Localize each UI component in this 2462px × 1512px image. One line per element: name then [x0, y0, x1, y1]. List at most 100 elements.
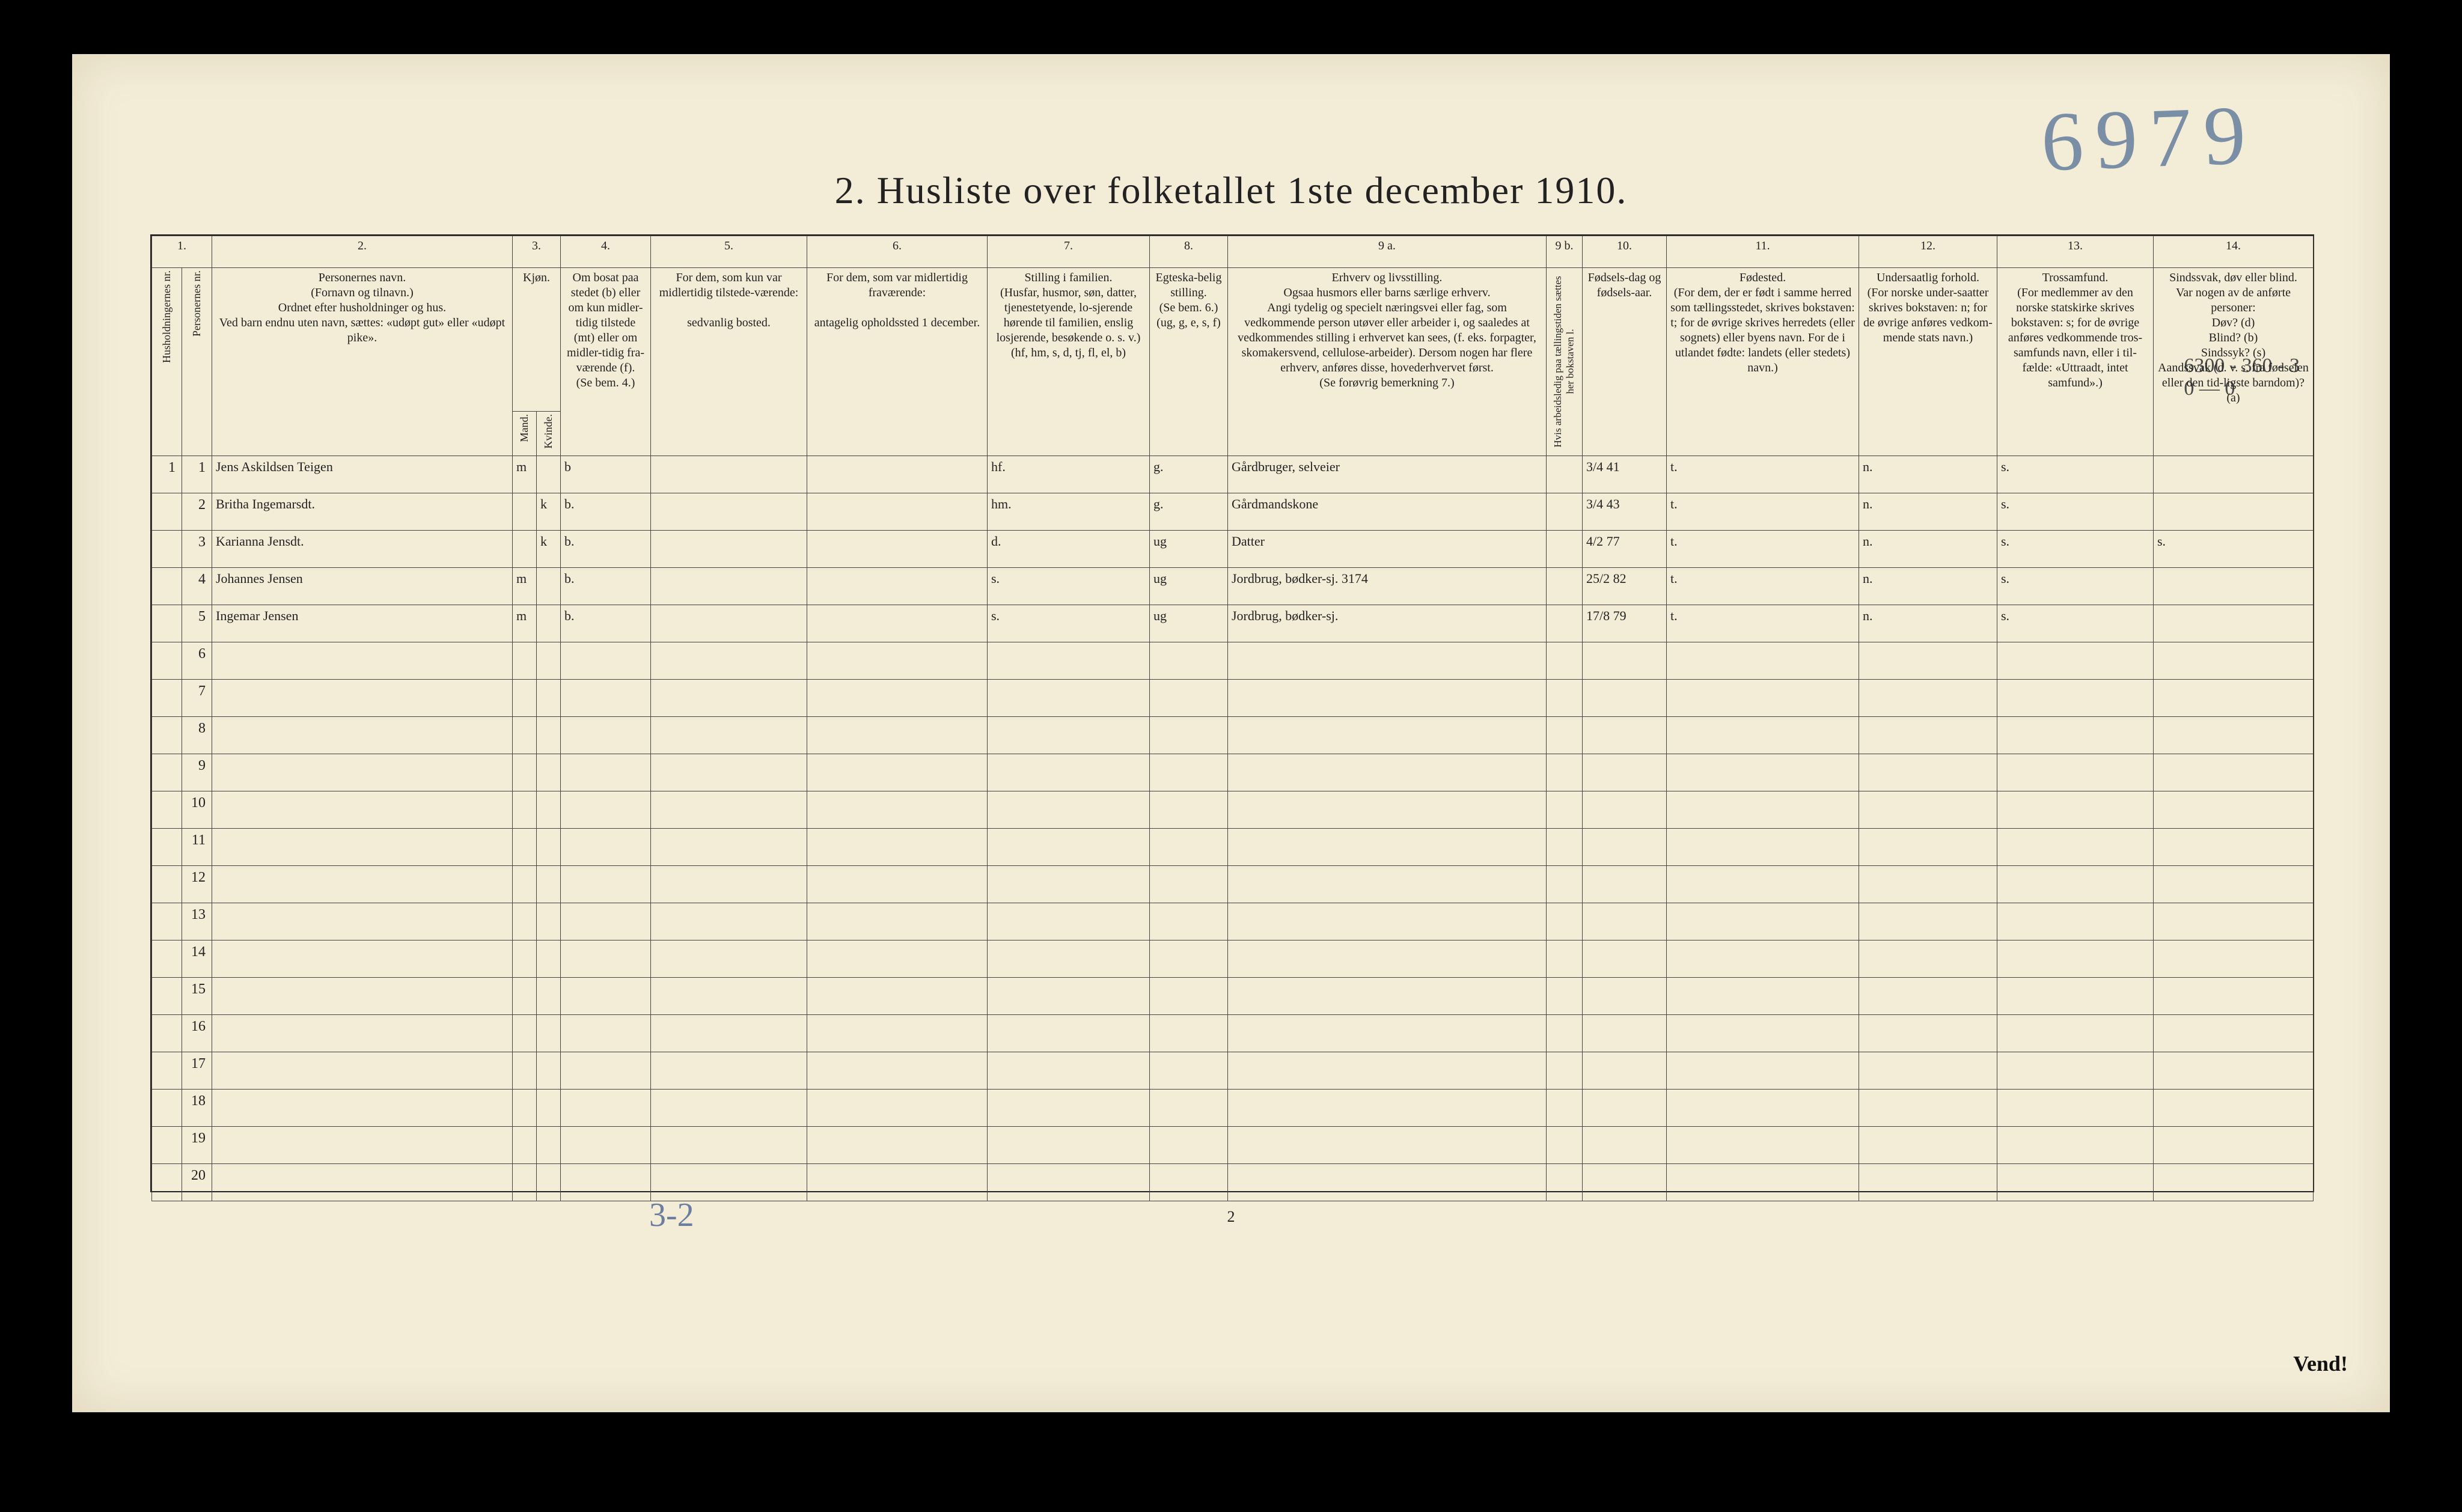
- cell-c6: [807, 828, 988, 865]
- table-row: 15: [152, 977, 2314, 1014]
- cell-c5: [651, 567, 807, 605]
- cell-k: [537, 865, 561, 903]
- cell-c12: [1859, 1163, 1997, 1201]
- col-header-pnr: Personernes nr.: [182, 268, 212, 456]
- cell-c14: [2154, 1089, 2314, 1126]
- cell-c11: t.: [1667, 456, 1859, 493]
- cell-c9a: [1228, 865, 1547, 903]
- cell-c10: 4/2 77: [1583, 530, 1667, 567]
- cell-c10: [1583, 754, 1667, 791]
- table-row: 4Johannes Jensenmb.s.ugJordbrug, bødker-…: [152, 567, 2314, 605]
- cell-c7: hf.: [988, 456, 1150, 493]
- table-row: 14: [152, 940, 2314, 977]
- cell-c9b: [1547, 567, 1583, 605]
- cell-m: [513, 865, 537, 903]
- cell-m: [513, 1052, 537, 1089]
- cell-name: [212, 1126, 513, 1163]
- cell-c6: [807, 642, 988, 679]
- col-subheader-m-label: Mand.: [518, 414, 531, 442]
- cell-c14: [2154, 865, 2314, 903]
- colnum-3: 3.: [513, 236, 561, 268]
- cell-c13: [1997, 1089, 2154, 1126]
- cell-hnr: [152, 605, 182, 642]
- cell-hnr: [152, 903, 182, 940]
- col-header-egteskab: Egteska-belig stilling. (Se bem. 6.) (ug…: [1150, 268, 1228, 456]
- cell-c6: [807, 1052, 988, 1089]
- census-table-wrap: 1. 2. 3. 4. 5. 6. 7. 8. 9 a. 9 b. 10. 11…: [150, 234, 2314, 1192]
- cell-c7: [988, 865, 1150, 903]
- cell-pnr: 15: [182, 977, 212, 1014]
- cell-c8: g.: [1150, 456, 1228, 493]
- cell-pnr: 5: [182, 605, 212, 642]
- cell-c9a: [1228, 1014, 1547, 1052]
- cell-c6: [807, 1126, 988, 1163]
- cell-c11: [1667, 1052, 1859, 1089]
- cell-c10: 25/2 82: [1583, 567, 1667, 605]
- cell-c12: [1859, 679, 1997, 716]
- colnum-4: 4.: [561, 236, 651, 268]
- column-header-row: Husholdningernes nr. Personernes nr. Per…: [152, 268, 2314, 412]
- cell-c7: [988, 754, 1150, 791]
- cell-c5: [651, 977, 807, 1014]
- cell-c11: [1667, 865, 1859, 903]
- colnum-2: 2.: [212, 236, 513, 268]
- cell-c11: [1667, 903, 1859, 940]
- cell-c8: [1150, 679, 1228, 716]
- table-body: 11Jens Askildsen Teigenmbhf.g.Gårdbruger…: [152, 456, 2314, 1201]
- cell-c9b: [1547, 940, 1583, 977]
- cell-c12: [1859, 940, 1997, 977]
- cell-c10: [1583, 1089, 1667, 1126]
- cell-hnr: [152, 679, 182, 716]
- cell-c7: [988, 1089, 1150, 1126]
- cell-c8: [1150, 1126, 1228, 1163]
- cell-c12: n.: [1859, 493, 1997, 530]
- cell-pnr: 14: [182, 940, 212, 977]
- table-row: 11Jens Askildsen Teigenmbhf.g.Gårdbruger…: [152, 456, 2314, 493]
- census-table: 1. 2. 3. 4. 5. 6. 7. 8. 9 a. 9 b. 10. 11…: [151, 236, 2314, 1201]
- cell-c14: [2154, 828, 2314, 865]
- col-subheader-k: Kvinde.: [537, 412, 561, 456]
- cell-c9b: [1547, 1052, 1583, 1089]
- cell-name: [212, 791, 513, 828]
- cell-m: [513, 977, 537, 1014]
- cell-c6: [807, 1014, 988, 1052]
- cell-k: [537, 977, 561, 1014]
- cell-c13: [1997, 1052, 2154, 1089]
- cell-bosat: [561, 977, 651, 1014]
- cell-c7: [988, 903, 1150, 940]
- cell-name: Karianna Jensdt.: [212, 530, 513, 567]
- cell-c9b: [1547, 530, 1583, 567]
- cell-hnr: [152, 977, 182, 1014]
- table-row: 6: [152, 642, 2314, 679]
- cell-c5: [651, 456, 807, 493]
- cell-name: [212, 1014, 513, 1052]
- cell-name: [212, 716, 513, 754]
- cell-c9b: [1547, 1126, 1583, 1163]
- cell-c5: [651, 940, 807, 977]
- col-header-hnr: Husholdningernes nr.: [152, 268, 182, 456]
- cell-c5: [651, 1126, 807, 1163]
- cell-bosat: b.: [561, 493, 651, 530]
- cell-c5: [651, 716, 807, 754]
- cell-c12: [1859, 1014, 1997, 1052]
- colnum-8: 8.: [1150, 236, 1228, 268]
- cell-c14: [2154, 1052, 2314, 1089]
- table-row: 10: [152, 791, 2314, 828]
- col-subheader-m: Mand.: [513, 412, 537, 456]
- cell-m: [513, 1163, 537, 1201]
- cell-name: [212, 940, 513, 977]
- cell-c8: [1150, 1014, 1228, 1052]
- cell-name: [212, 754, 513, 791]
- cell-pnr: 8: [182, 716, 212, 754]
- cell-c8: [1150, 903, 1228, 940]
- cell-c9a: Gårdmandskone: [1228, 493, 1547, 530]
- cell-c14: [2154, 642, 2314, 679]
- cell-pnr: 2: [182, 493, 212, 530]
- cell-hnr: [152, 530, 182, 567]
- cell-c5: [651, 828, 807, 865]
- cell-c10: 3/4 41: [1583, 456, 1667, 493]
- document-page: 6979 2. Husliste over folketallet 1ste d…: [72, 54, 2390, 1412]
- cell-c6: [807, 567, 988, 605]
- cell-c10: [1583, 791, 1667, 828]
- cell-pnr: 10: [182, 791, 212, 828]
